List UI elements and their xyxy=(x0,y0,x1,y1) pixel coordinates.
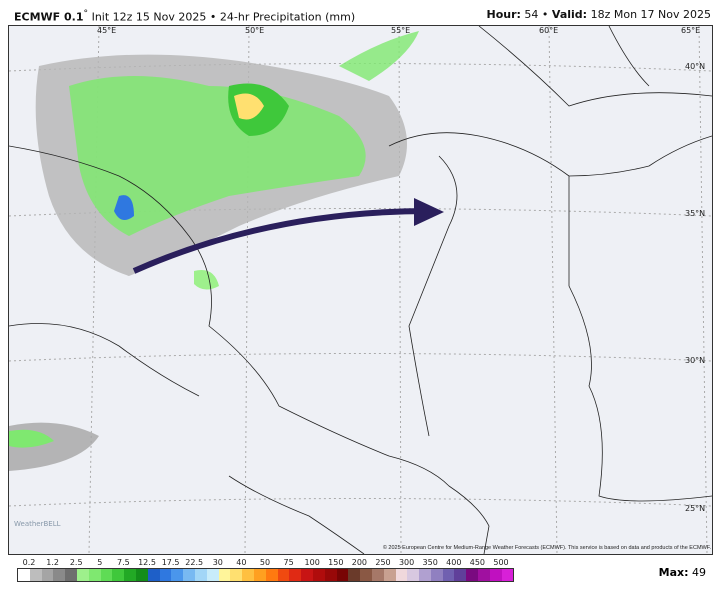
colorbar-swatch xyxy=(218,569,231,581)
arrow-head-icon xyxy=(414,198,444,226)
legend-tick: 50 xyxy=(259,558,271,567)
lat-label: 40°N xyxy=(685,62,706,71)
colorbar-swatch xyxy=(301,569,313,581)
legend-tick: 17.5 xyxy=(161,558,180,567)
max-number: 49 xyxy=(692,566,706,579)
colorbar-swatch xyxy=(183,569,195,581)
legend-tick: 400 xyxy=(446,558,462,567)
legend-tick: 75 xyxy=(283,558,294,567)
colorbar-swatch xyxy=(171,569,184,581)
legend-tick: 200 xyxy=(351,558,368,567)
legend-tick: 12.5 xyxy=(138,558,156,567)
valid-info: Hour: 54 • Valid: 18z Mon 17 Nov 2025 xyxy=(487,8,712,21)
legend-tick: 100 xyxy=(304,558,320,567)
colorbar-swatch xyxy=(442,569,455,581)
valid-value: 18z Mon 17 Nov 2025 xyxy=(590,8,711,21)
legend-tick: 30 xyxy=(212,558,223,567)
hour-value: 54 xyxy=(524,8,539,21)
colorbar-swatch xyxy=(265,569,278,581)
colorbar-swatch xyxy=(478,569,490,581)
colorbar-swatch xyxy=(65,569,77,581)
colorbar-swatch xyxy=(277,569,290,581)
colorbar-swatch xyxy=(336,569,349,581)
colorbar-swatch xyxy=(135,569,148,581)
legend-tick: 350 xyxy=(422,558,438,567)
hour-label: Hour: xyxy=(486,8,521,21)
lon-label: 60°E xyxy=(539,26,559,35)
legend-tick: 300 xyxy=(398,558,415,567)
colorbar-swatch xyxy=(41,569,54,581)
lon-label: 65°E xyxy=(681,26,701,35)
legend-tick: 5 xyxy=(97,558,103,567)
lon-label: 50°E xyxy=(245,26,265,35)
init-time: Init 12z 15 Nov 2025 xyxy=(91,10,207,24)
colorbar-swatch xyxy=(159,569,172,581)
legend-tick: 250 xyxy=(375,558,391,567)
borders xyxy=(9,26,712,554)
colorbar-swatch xyxy=(430,569,443,581)
colorbar-swatch xyxy=(466,569,479,581)
colorbar-swatch xyxy=(88,569,101,581)
colorbar-swatch xyxy=(371,569,384,581)
colorbar-swatch xyxy=(360,569,372,581)
map-canvas xyxy=(9,26,712,554)
legend-tick: 22.5 xyxy=(185,558,204,567)
colorbar-swatch xyxy=(395,569,408,581)
legend-tick: 2.5 xyxy=(69,558,83,567)
sep2: • xyxy=(541,8,549,21)
degree: ° xyxy=(83,8,89,19)
colorbar-swatch xyxy=(253,569,266,581)
colorbar-swatch xyxy=(501,569,514,581)
max-label: Max: xyxy=(658,566,689,579)
arrow-shaft xyxy=(132,208,430,274)
colorbar-swatch xyxy=(348,569,361,581)
lon-label: 55°E xyxy=(391,26,411,35)
colorbar xyxy=(17,568,515,582)
title: ECMWF 0.1° Init 12z 15 Nov 2025 • 24-hr … xyxy=(14,8,355,24)
model-name: ECMWF 0.1 xyxy=(14,10,84,24)
sep: • xyxy=(209,10,217,24)
colorbar-swatch xyxy=(289,569,302,581)
colorbar-swatch xyxy=(242,569,254,581)
lat-label: 35°N xyxy=(685,209,706,218)
max-value: Max: 49 xyxy=(659,566,706,579)
valid-label: Valid: xyxy=(551,8,588,21)
colorbar-swatch xyxy=(29,569,42,581)
lat-label: 25°N xyxy=(685,504,706,513)
colorbar-swatch xyxy=(454,569,467,581)
colorbar-swatch xyxy=(383,569,396,581)
colorbar-swatch xyxy=(147,569,160,581)
legend-tick: 150 xyxy=(328,558,344,567)
colorbar-swatch xyxy=(419,569,431,581)
legend-tick: 40 xyxy=(236,558,247,567)
colorbar-swatch xyxy=(76,569,89,581)
colorbar-swatch xyxy=(124,569,136,581)
colorbar-swatch xyxy=(324,569,337,581)
weatherbell-logo: WeatherBELL xyxy=(14,520,61,528)
lat-label: 30°N xyxy=(685,356,706,365)
product-name: 24-hr Precipitation (mm) xyxy=(219,10,356,24)
colorbar-swatch xyxy=(489,569,502,581)
colorbar-swatch xyxy=(194,569,207,581)
legend-tick: 1.2 xyxy=(46,558,59,567)
precip-areas xyxy=(9,31,419,471)
colorbar-swatch xyxy=(112,569,125,581)
colorbar-swatch xyxy=(53,569,66,581)
colorbar-swatch xyxy=(18,569,30,581)
lon-label: 45°E xyxy=(97,26,117,35)
colorbar-swatch xyxy=(312,569,325,581)
colorbar-swatch xyxy=(206,569,219,581)
legend-tick: 450 xyxy=(469,558,486,567)
legend-tick: 7.5 xyxy=(117,558,130,567)
colorbar-swatch xyxy=(100,569,113,581)
colorbar-swatch xyxy=(407,569,420,581)
precip-map: 45°E 50°E 55°E 60°E 65°E 40°N 35°N 30°N … xyxy=(8,25,713,555)
legend-tick: 500 xyxy=(493,558,509,567)
legend-tick: 0.2 xyxy=(22,558,36,567)
legend-ticks: 0.2 1.2 2.5 5 7.5 12.5 17.5 22.5 30 40 50 75 100 150 2… xyxy=(17,558,517,568)
copyright: © 2025 European Centre for Medium-Range … xyxy=(382,545,711,551)
colorbar-swatch xyxy=(230,569,243,581)
